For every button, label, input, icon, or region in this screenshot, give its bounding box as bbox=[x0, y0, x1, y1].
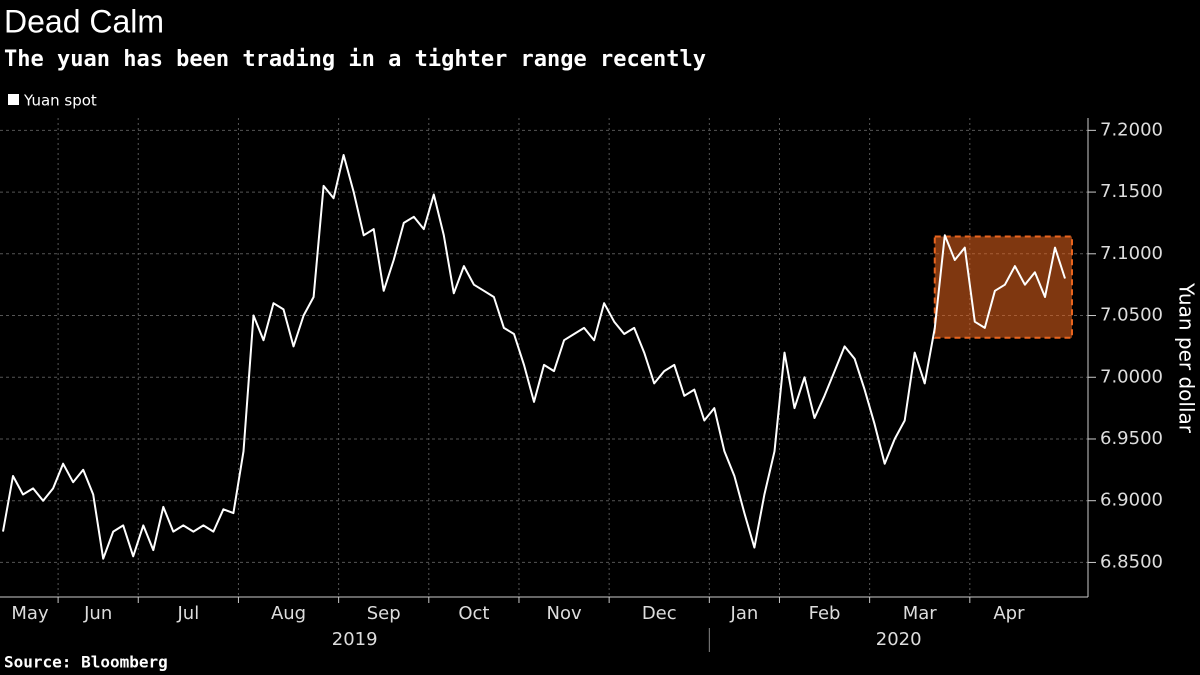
x-tick-label: Jul bbox=[176, 603, 199, 624]
source: Source: Bloomberg bbox=[4, 653, 168, 672]
y-tick-label: 7.0500 bbox=[1100, 305, 1163, 326]
y-tick-label: 6.8500 bbox=[1100, 551, 1163, 572]
y-tick-label: 6.9500 bbox=[1100, 428, 1163, 449]
y-tick-label: 7.0000 bbox=[1100, 366, 1163, 387]
x-tick-label: Dec bbox=[642, 603, 677, 624]
y-tick-label: 6.9000 bbox=[1100, 490, 1163, 511]
x-tick-label: Aug bbox=[271, 603, 306, 624]
x-tick-label: Sep bbox=[367, 603, 401, 624]
y-tick-label: 7.1500 bbox=[1100, 181, 1163, 202]
x-tick-label: Feb bbox=[809, 603, 841, 624]
x-tick-label: Jun bbox=[83, 603, 112, 624]
chart-title: Dead Calm bbox=[4, 3, 164, 39]
series-line bbox=[2, 154, 1066, 560]
y-tick-label: 7.1000 bbox=[1100, 243, 1163, 264]
x-tick-label: Jan bbox=[730, 603, 759, 624]
x-tick-label: Mar bbox=[903, 603, 938, 624]
chart-subtitle: The yuan has been trading in a tighter r… bbox=[4, 47, 706, 72]
x-tick-label: Nov bbox=[546, 603, 581, 624]
year-label: 2019 bbox=[332, 629, 378, 650]
legend-swatch bbox=[8, 94, 19, 105]
year-label: 2020 bbox=[876, 629, 922, 650]
y-tick-label: 7.2000 bbox=[1100, 119, 1163, 140]
x-tick-label: Apr bbox=[993, 603, 1025, 624]
x-tick-label: May bbox=[11, 603, 49, 624]
highlight-box bbox=[933, 235, 1073, 339]
legend-label: Yuan spot bbox=[23, 92, 97, 110]
y-axis-label: Yuan per dollar bbox=[1175, 282, 1199, 434]
x-tick-label: Oct bbox=[458, 603, 489, 624]
